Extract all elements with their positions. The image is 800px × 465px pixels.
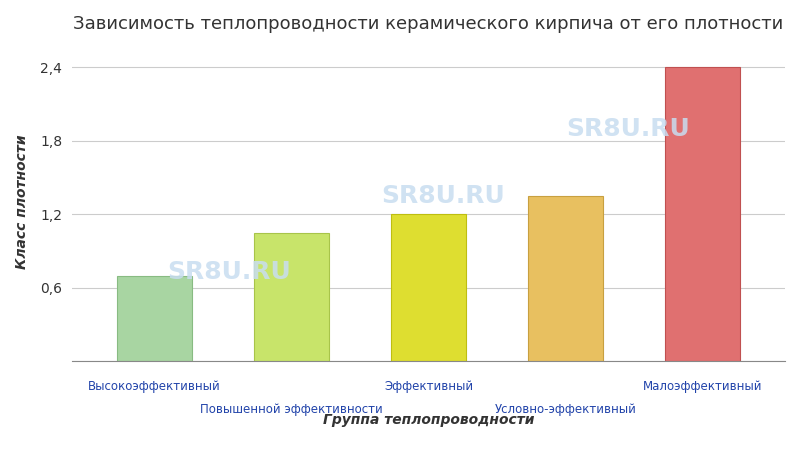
- Bar: [665, 67, 741, 361]
- Text: SR8U.RU: SR8U.RU: [566, 117, 690, 141]
- Text: SR8U.RU: SR8U.RU: [381, 184, 505, 208]
- Text: Малоэффективный: Малоэффективный: [643, 380, 762, 393]
- Text: Повышенной эффективности: Повышенной эффективности: [200, 403, 382, 416]
- Title: Зависимость теплопроводности керамического кирпича от его плотности: Зависимость теплопроводности керамическо…: [74, 15, 784, 33]
- Text: Высокоэффективный: Высокоэффективный: [88, 380, 221, 393]
- Bar: [117, 276, 192, 361]
- Bar: [390, 214, 466, 361]
- Bar: [528, 196, 603, 361]
- Text: Эффективный: Эффективный: [384, 380, 473, 393]
- Text: SR8U.RU: SR8U.RU: [167, 260, 290, 284]
- Bar: [254, 233, 329, 361]
- X-axis label: Группа теплопроводности: Группа теплопроводности: [322, 413, 534, 427]
- Text: Условно-эффективный: Условно-эффективный: [494, 403, 637, 416]
- Y-axis label: Класс плотности: Класс плотности: [15, 135, 29, 269]
